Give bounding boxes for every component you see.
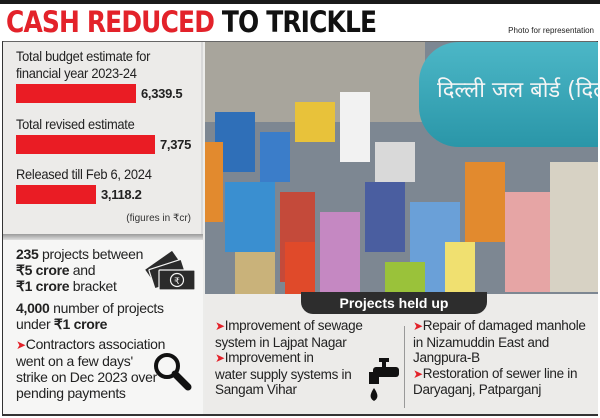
project-text: Repair of damaged manhole [422, 318, 586, 333]
bar-label: Total budget estimate for [16, 48, 151, 64]
rupee-notes-icon: ₹ [144, 250, 196, 291]
water-tap-icon [369, 358, 399, 401]
bar [16, 84, 136, 103]
headline-black: TO TRICKLE [221, 5, 377, 39]
budget-chart-panel: Total budget estimate for financial year… [3, 42, 203, 234]
projects-column-right: ➤Repair of damaged manhole in Nizamuddin… [413, 318, 595, 398]
projects-held-up-panel: Projects held up ➤Improvement of sewage … [205, 292, 598, 414]
projects-title: Projects held up [301, 292, 487, 314]
bar-item-budget-estimate: Total budget estimate for financial year… [16, 48, 183, 103]
stat-projects-under: 4,000 number of projects under ₹1 crore [16, 300, 164, 332]
arrow-icon: ➤ [215, 319, 225, 333]
headline-red: CASH REDUCED [6, 5, 215, 39]
bar-label: Total revised estimate [16, 116, 135, 132]
bar-value: 6,339.5 [141, 86, 183, 101]
stat-number: ₹5 crore [16, 262, 70, 278]
svg-text:₹: ₹ [174, 277, 180, 287]
headline: CASH REDUCED TO TRICKLE [6, 5, 377, 39]
stat-number: ₹1 crore [53, 316, 108, 332]
bar-item-released: Released till Feb 6, 2024 3,118.2 [16, 166, 163, 204]
stat-text: and [69, 262, 96, 278]
stat-text: under [16, 316, 54, 332]
stat-number: 235 [16, 246, 39, 262]
projects-column-left: ➤Improvement of sewage system in Lajpat … [215, 318, 375, 398]
stat-text: pending payments [16, 385, 126, 401]
bar-value: 3,118.2 [101, 187, 142, 202]
project-item: ➤Improvement in water supply systems in … [215, 350, 375, 398]
bar [16, 135, 155, 154]
photo-credit: Photo for representation [508, 26, 594, 35]
project-text: water supply systems in [215, 366, 352, 382]
bar-label: Released till Feb 6, 2024 [16, 166, 152, 182]
column-divider [404, 326, 405, 408]
bar-value: 7,375 [160, 137, 192, 152]
stat-number: ₹1 crore [16, 278, 70, 294]
tanker-text: दिल्ली जल बोर्ड (दिल्ली [437, 78, 598, 103]
section-divider [3, 234, 203, 242]
stat-text: projects between [38, 246, 144, 262]
project-text: Improvement of sewage [224, 318, 363, 333]
bar [16, 185, 96, 204]
project-text: in Nizamuddin East and [413, 334, 549, 350]
project-item: ➤Repair of damaged manhole in Nizamuddin… [413, 318, 595, 366]
arrow-icon: ➤ [215, 351, 225, 365]
project-text: Sangam Vihar [215, 382, 297, 397]
bar-label: financial year 2023-24 [16, 65, 137, 81]
stat-number: 4,000 [16, 300, 50, 316]
stat-projects-bracket: 235 projects between ₹5 crore and ₹1 cro… [16, 246, 143, 294]
stats-panel: 235 projects between ₹5 crore and ₹1 cro… [3, 240, 203, 414]
project-item: ➤Improvement of sewage system in Lajpat … [215, 318, 375, 350]
arrow-icon: ➤ [413, 319, 423, 333]
crowd-illustration [205, 42, 598, 294]
bar-item-revised-estimate: Total revised estimate 7,375 [16, 116, 191, 154]
project-text: Restoration of sewer line in [422, 365, 578, 381]
project-text: Improvement in [224, 350, 314, 365]
project-text: Jangpura-B [413, 350, 480, 365]
stat-text: number of projects [49, 300, 164, 316]
crowd-photo: दिल्ली जल बोर्ड (दिल्ली [205, 42, 598, 294]
project-item: ➤Restoration of sewer line in Daryaganj,… [413, 366, 595, 398]
units-note: (figures in ₹cr) [126, 213, 191, 224]
arrow-icon: ➤ [16, 338, 26, 352]
stat-text: Contractors association [25, 336, 166, 352]
top-rule [0, 0, 600, 4]
stat-text: strike on Dec 2023 over [16, 369, 157, 385]
stat-contractors-strike: ➤Contractors association went on a few d… [16, 336, 165, 401]
magnifier-icon [154, 353, 192, 391]
project-text: Daryaganj, Patparganj [413, 382, 542, 397]
water-tanker: दिल्ली जल बोर्ड (दिल्ली [419, 42, 598, 147]
project-text: system in Lajpat Nagar [215, 334, 347, 350]
arrow-icon: ➤ [413, 366, 423, 381]
stat-text: went on a few days' [16, 353, 133, 369]
stat-text: bracket [69, 278, 117, 294]
